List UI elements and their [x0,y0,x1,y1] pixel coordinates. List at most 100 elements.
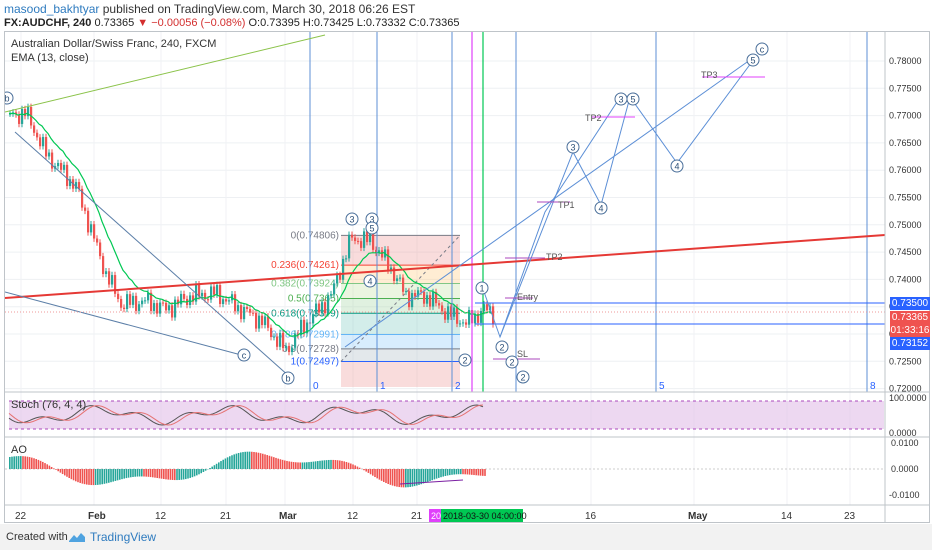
candle-body [408,291,411,308]
candle-body [279,332,282,347]
date-tick-label: 22 [15,511,27,522]
ao-bar [416,469,418,486]
wave-label-circle [458,353,472,367]
price-tick-label: 0.75000 [889,220,922,230]
wave-label-circle [670,159,684,173]
stoch-legend[interactable]: Stoch (76, 4, 4) [11,399,87,411]
ao-bar [215,463,218,469]
price-tick-label: 0.72500 [889,356,922,366]
ao-bar [220,461,222,469]
brand-link[interactable]: TradingView [90,530,157,544]
candle-body [285,345,288,349]
candle-body [45,137,48,157]
candle-body [312,314,315,324]
ao-bar [22,456,24,469]
wave-label-circle [345,212,359,226]
ao-bar [59,469,62,473]
candle-body [459,323,462,325]
candle-body [57,162,60,167]
ao-bar [185,469,187,480]
ao-bar [259,453,262,469]
ao-bar [312,461,315,469]
ao-bar [48,465,51,469]
chart-title: Australian Dollar/Swiss Franc, 240, FXCM [11,38,217,50]
wave-label: 4 [367,277,372,287]
candle-body [144,300,147,302]
down-arrow-icon: ▼ [137,17,149,29]
candle-body [204,292,207,300]
ema-legend[interactable]: EMA (13, close) [11,52,89,64]
ao-bar [339,460,341,469]
candle-body [198,284,201,297]
date-tick-label: 21 [220,511,232,522]
candle-body [387,249,390,271]
trade-level-label: TP2 [546,252,563,262]
price-tick-label: 0.74000 [889,274,922,284]
ao-bar [200,469,202,474]
trade-level-label: Entry [517,292,539,302]
ao-bar [31,457,33,469]
chart-canvas[interactable]: 0(0.74806)0.236(0.74261)0.382(0.73924)0.… [0,32,929,522]
ao-bar [154,469,156,478]
candle-body [240,305,243,320]
candle-body [426,295,429,304]
ao-bar [275,457,277,469]
ao-bar [389,469,392,485]
wave-label: 2 [499,343,504,353]
candle-body [468,309,471,325]
wave-label: 3 [570,143,575,153]
author-link[interactable]: masood_bakhtyar [4,2,100,16]
chart-container[interactable]: 0(0.74806) 0.236(0.74261) 0.382(0.73924) 0.… [0,31,930,523]
ao-bar [167,469,169,480]
footer: Created with TradingView [0,524,932,550]
ao-bar [24,456,26,469]
ao-bar [354,465,356,469]
candle-body [39,137,42,147]
ao-legend[interactable]: AO [11,444,27,456]
ao-bar [352,464,354,469]
ao-bar [178,469,180,480]
ao-bar [198,469,200,475]
date-tick-label: 16 [585,511,597,522]
candle-body [84,207,87,211]
candle-body [423,291,426,304]
candle-body [135,295,138,311]
ao-bar [160,469,163,479]
last-price: 0.73365 [94,17,135,29]
ao-bar [202,469,205,472]
ao-bar [244,451,246,469]
candle-body [333,283,336,295]
ao-bar [81,469,84,484]
ao-bar [231,455,233,469]
ao-bar [145,469,147,477]
wave-label: 5 [750,56,755,66]
fib-level-label: 0.382(0.73924) [271,279,339,290]
candle-body [138,304,141,311]
candle-body [96,238,99,243]
ao-bar [391,469,394,486]
ao-bar [440,469,442,478]
ao-bar [317,461,319,469]
candle-body [483,304,486,312]
candle-body [159,302,162,314]
tradingview-logo-icon[interactable] [68,531,86,543]
candle-body [108,271,111,285]
ao-bar [26,456,29,469]
ao-bar [262,453,264,469]
ao-bar [319,460,321,469]
ao-bar [158,469,161,479]
ao-bar [90,469,92,486]
candle-body [33,125,36,133]
candle-body [126,294,129,309]
wave-label: 4 [674,162,679,172]
candle-body [183,293,186,299]
ao-bar [180,469,183,480]
ao-bar [17,456,20,469]
ao-bar [303,462,306,469]
published-text: published on TradingView.com, March 30, … [102,2,416,16]
ao-bar [341,460,343,469]
ao-bar [343,461,345,469]
ao-bar [385,469,387,484]
candle-body [129,294,132,305]
